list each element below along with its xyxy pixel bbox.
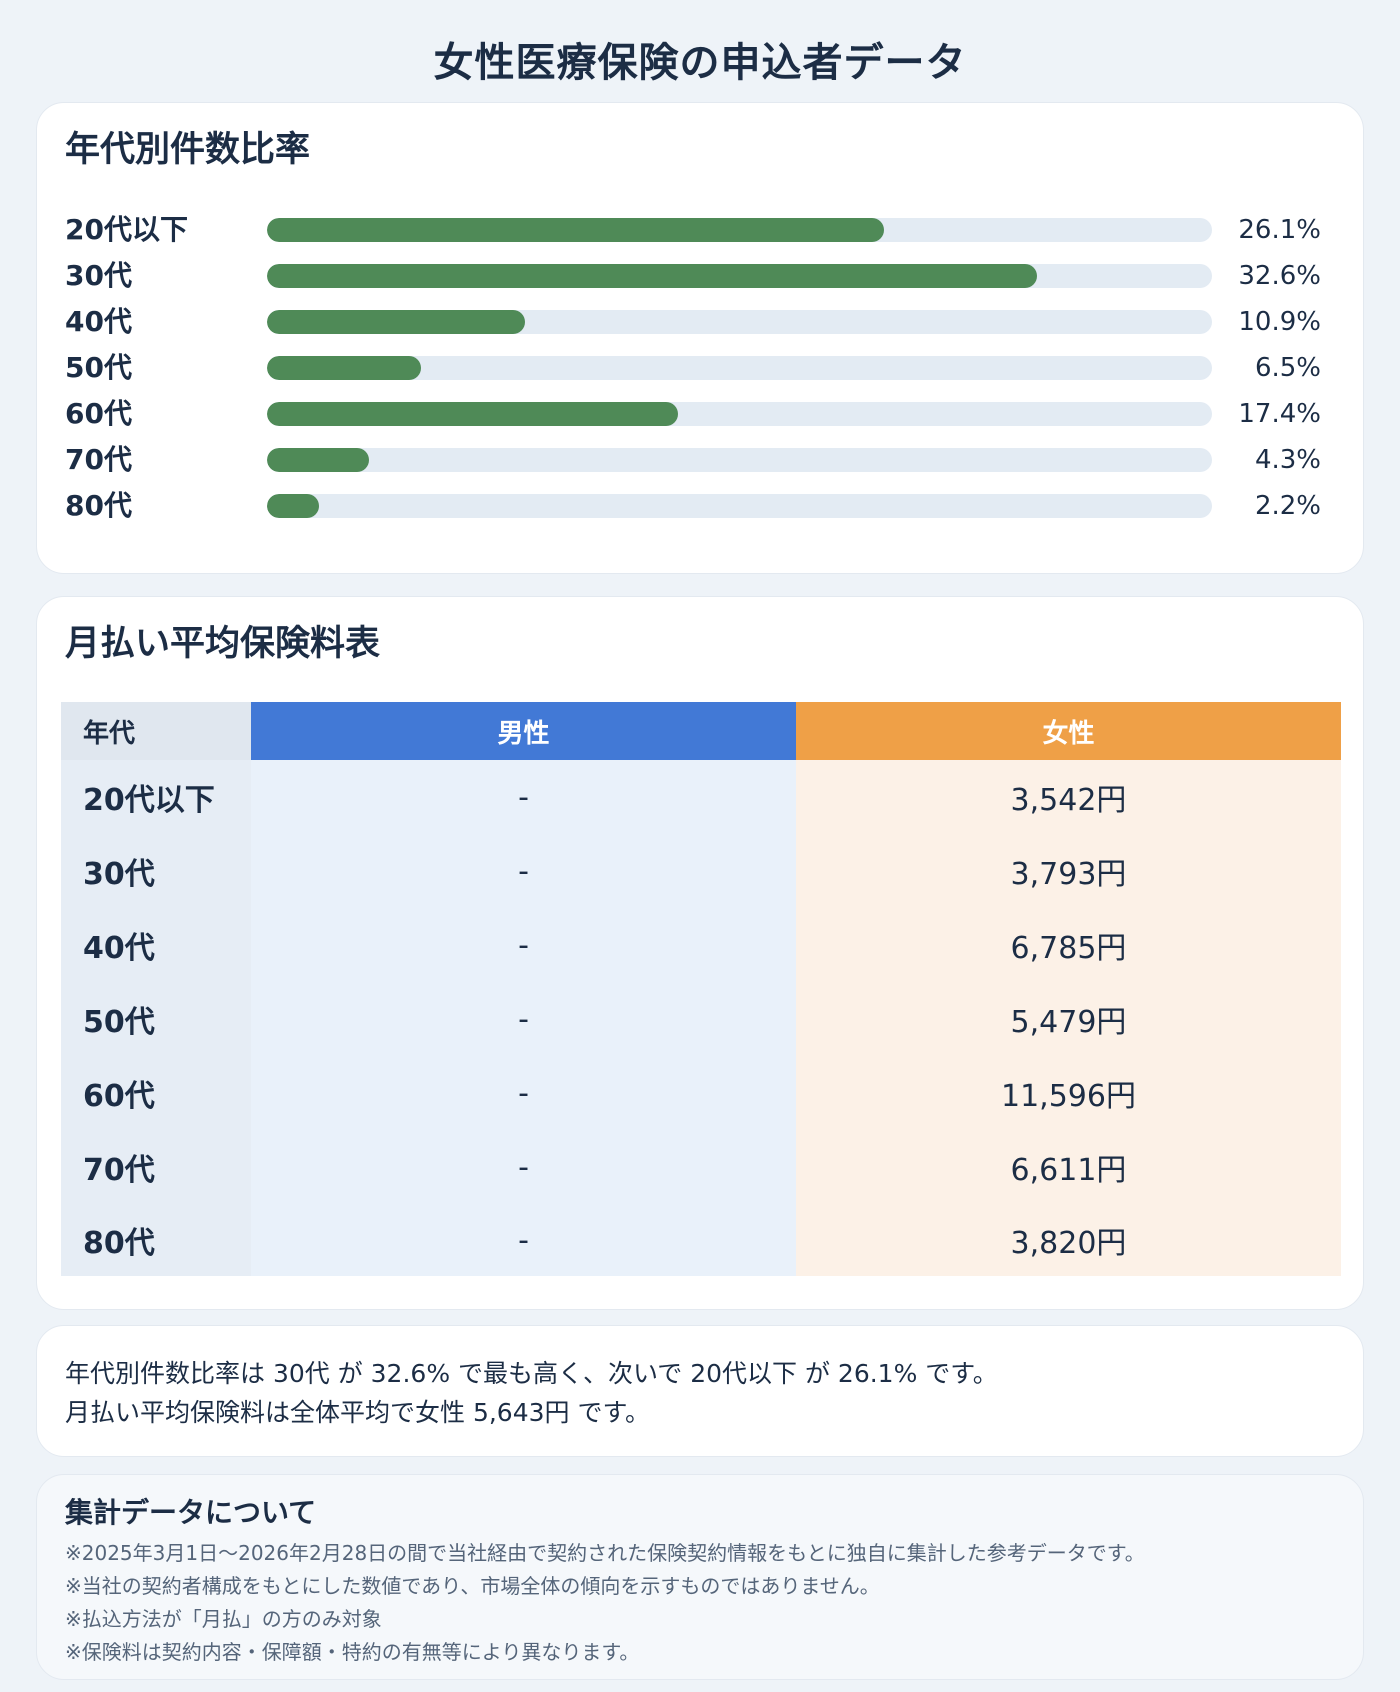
note-line: ※当社の契約者構成をもとにした数値であり、市場全体の傾向を示すものではありません… <box>65 1574 880 1598</box>
table-row: 40代 -6,785円 <box>61 908 1341 982</box>
summary-card: 年代別件数比率は 30代 が 32.6% で最も高く、次いで 20代以下 が 2… <box>36 1325 1364 1457</box>
bar-row: 40代 10.9% <box>37 299 1365 345</box>
table-row: 60代 -11,596円 <box>61 1056 1341 1130</box>
notes-title: 集計データについて <box>65 1496 317 1529</box>
table-row: 80代 -3,820円 <box>61 1204 1341 1276</box>
column-header-female: 女性 <box>796 702 1341 760</box>
cell-female-premium: 6,611円 <box>796 1130 1341 1204</box>
note-line: ※払込方法が「月払」の方のみ対象 <box>65 1607 382 1631</box>
bar-value-label: 10.9% <box>1238 307 1321 337</box>
cell-age: 60代 <box>61 1056 251 1130</box>
cell-male-premium: - <box>251 908 796 982</box>
cell-female-premium: 3,820円 <box>796 1204 1341 1276</box>
cell-age: 50代 <box>61 982 251 1056</box>
cell-female-premium: 11,596円 <box>796 1056 1341 1130</box>
bar-category-label: 70代 <box>65 443 132 476</box>
bar-row: 60代 17.4% <box>37 391 1365 437</box>
bar-track <box>267 448 1212 472</box>
bar-row: 70代 4.3% <box>37 437 1365 483</box>
ratio-chart-card: 年代別件数比率 20代以下 26.1% 30代 32.6% 40代 10.9% 50代 6.5… <box>36 102 1364 574</box>
cell-age: 70代 <box>61 1130 251 1204</box>
cell-male-premium: - <box>251 1204 796 1276</box>
bar <box>267 356 421 380</box>
premium-table: 年代 男性 女性 20代以下 -3,542円 30代 -3,793円 40代 -6,785… <box>61 702 1341 1276</box>
bar-track <box>267 264 1212 288</box>
bar-track <box>267 356 1212 380</box>
bar-category-label: 60代 <box>65 397 132 430</box>
cell-female-premium: 5,479円 <box>796 982 1341 1056</box>
bar-category-label: 20代以下 <box>65 213 188 246</box>
cell-age: 30代 <box>61 834 251 908</box>
cell-age: 80代 <box>61 1204 251 1276</box>
bar-value-label: 26.1% <box>1238 215 1321 245</box>
bar <box>267 264 1037 288</box>
table-row: 30代 -3,793円 <box>61 834 1341 908</box>
cell-female-premium: 3,542円 <box>796 760 1341 834</box>
cell-female-premium: 3,793円 <box>796 834 1341 908</box>
bar-track <box>267 310 1212 334</box>
bar <box>267 402 678 426</box>
bar-value-label: 4.3% <box>1254 445 1321 475</box>
premium-table-title: 月払い平均保険料表 <box>65 624 381 664</box>
cell-age: 40代 <box>61 908 251 982</box>
cell-male-premium: - <box>251 760 796 834</box>
cell-age: 20代以下 <box>61 760 251 834</box>
bar <box>267 448 369 472</box>
bar <box>267 310 525 334</box>
bar-value-label: 2.2% <box>1254 491 1321 521</box>
cell-female-premium: 6,785円 <box>796 908 1341 982</box>
bar <box>267 494 319 518</box>
bar <box>267 218 884 242</box>
bar-track <box>267 218 1212 242</box>
table-row: 50代 -5,479円 <box>61 982 1341 1056</box>
page-title: 女性医療保険の申込者データ <box>433 40 967 86</box>
bar-row: 30代 32.6% <box>37 253 1365 299</box>
bar-track <box>267 402 1212 426</box>
bar-category-label: 30代 <box>65 259 132 292</box>
bar-category-label: 80代 <box>65 489 132 522</box>
cell-male-premium: - <box>251 834 796 908</box>
bar-value-label: 17.4% <box>1238 399 1321 429</box>
premium-table-card: 月払い平均保険料表 年代 男性 女性 20代以下 -3,542円 30代 -3,793… <box>36 596 1364 1310</box>
bar-category-label: 50代 <box>65 351 132 384</box>
column-header-male: 男性 <box>251 702 796 760</box>
summary-line: 月払い平均保険料は全体平均で女性 5,643円 です。 <box>65 1398 650 1427</box>
table-header-row: 年代 男性 女性 <box>61 702 1341 760</box>
table-body: 20代以下 -3,542円 30代 -3,793円 40代 -6,785円 50代 -5,47… <box>61 760 1341 1276</box>
table-row: 20代以下 -3,542円 <box>61 760 1341 834</box>
bar-row: 80代 2.2% <box>37 483 1365 529</box>
column-header-age: 年代 <box>61 702 251 760</box>
note-line: ※2025年3月1日～2026年2月28日の間で当社経由で契約された保険契約情報… <box>65 1541 1145 1565</box>
cell-male-premium: - <box>251 982 796 1056</box>
bar-row: 50代 6.5% <box>37 345 1365 391</box>
cell-male-premium: - <box>251 1056 796 1130</box>
bar-value-label: 32.6% <box>1238 261 1321 291</box>
notes-card: 集計データについて ※2025年3月1日～2026年2月28日の間で当社経由で契… <box>36 1474 1364 1680</box>
bar-row: 20代以下 26.1% <box>37 207 1365 253</box>
note-line: ※保険料は契約内容・保障額・特約の有無等により異なります。 <box>65 1640 640 1664</box>
table-row: 70代 -6,611円 <box>61 1130 1341 1204</box>
bar-value-label: 6.5% <box>1254 353 1321 383</box>
bar-track <box>267 494 1212 518</box>
bar-category-label: 40代 <box>65 305 132 338</box>
summary-line: 年代別件数比率は 30代 が 32.6% で最も高く、次いで 20代以下 が 2… <box>65 1359 998 1388</box>
ratio-chart-title: 年代別件数比率 <box>65 130 311 170</box>
cell-male-premium: - <box>251 1130 796 1204</box>
